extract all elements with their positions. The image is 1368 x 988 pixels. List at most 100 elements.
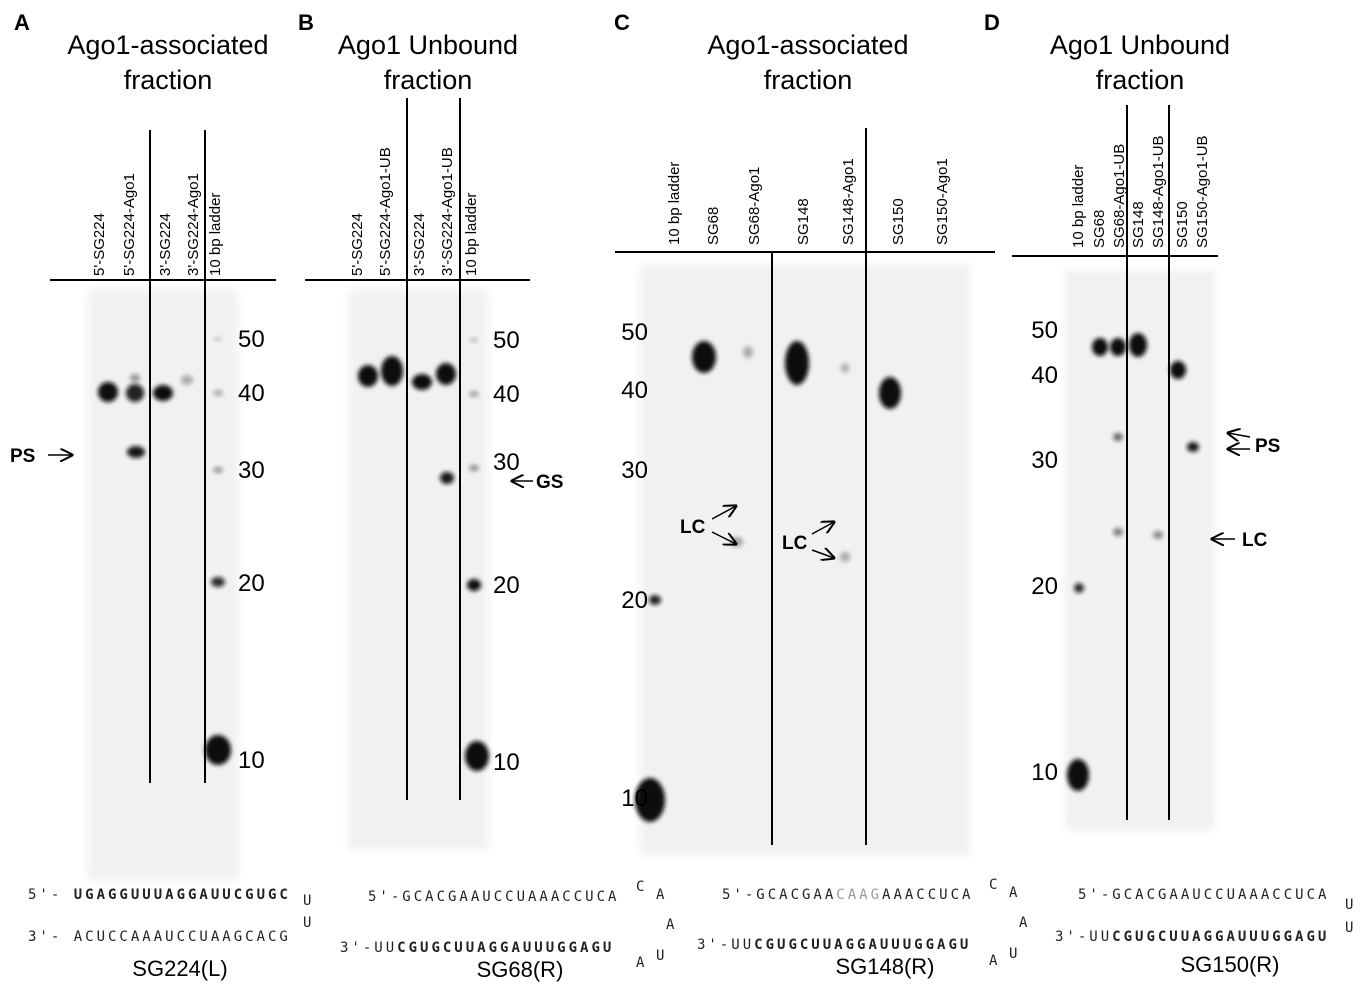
loop-base: U: [1345, 897, 1356, 913]
sequence-line: 5'-GCACGAAUCCUAAACCUCA: [1078, 887, 1329, 903]
gel-band: [153, 385, 173, 401]
size-marker: 40: [1031, 362, 1058, 389]
gel-band: [211, 577, 225, 587]
panel-letter: D: [984, 10, 1000, 35]
gel: [1065, 270, 1215, 830]
construct-name: SG150(R): [1180, 952, 1279, 977]
size-marker: 10: [493, 749, 520, 776]
sequence-segment: CGUGCUUAGGAUUUGGAGU: [754, 937, 971, 953]
loop-base: A: [1019, 915, 1030, 931]
arrow: [1228, 433, 1251, 437]
sequence-segment: ACUCCAAAUCCUAAGCACG: [74, 929, 291, 945]
panel-letter: A: [14, 10, 30, 35]
panel-title: fraction: [124, 65, 213, 95]
gel-band: [130, 374, 140, 382]
gel-band: [1067, 759, 1089, 791]
gel-band: [1113, 528, 1123, 536]
loop-base: U: [1009, 946, 1020, 962]
sequence-segment: 3'-UU: [1055, 929, 1112, 945]
sequence-segment: 5'-GCACGAAUCCUAAACCUCA: [1078, 887, 1329, 903]
panel-title: fraction: [384, 65, 473, 95]
size-marker: 40: [238, 380, 265, 407]
band-annotation: GS: [536, 472, 563, 493]
gel-band: [465, 741, 489, 771]
construct-name: SG68(R): [477, 957, 564, 982]
gel-band: [98, 382, 118, 402]
lane-label: 3'-SG224: [157, 213, 174, 276]
sequence-line: 5'- UGAGGUUUAGGAUUCGUGC: [28, 887, 291, 903]
band-annotation: PS: [1255, 436, 1280, 457]
lane-label: SG148-Ago1-UB: [1150, 135, 1167, 248]
band-annotation: LC: [680, 517, 706, 538]
lane-label: 3'-SG224-Ago1-UB: [439, 147, 456, 276]
panel-letter: C: [614, 10, 630, 35]
gel-band: [649, 595, 661, 605]
gel-band: [181, 375, 193, 385]
gel-band: [1113, 433, 1123, 441]
sequence-line: 3'- ACUCCAAAUCCUAAGCACG: [28, 929, 291, 945]
arrow: [811, 522, 834, 535]
gel-band: [214, 337, 222, 341]
arrow: [711, 531, 736, 544]
loop-base: A: [656, 887, 667, 903]
arrow: [711, 506, 736, 520]
gel-band: [358, 365, 378, 387]
lane-label: SG148-Ago1: [840, 158, 857, 245]
size-marker: 30: [238, 457, 265, 484]
lane-label: SG150: [1174, 201, 1191, 248]
gel-band: [692, 341, 716, 373]
gel-band: [1170, 361, 1186, 379]
panel-title: Ago1 Unbound: [338, 30, 518, 60]
panel-title: Ago1-associated: [707, 30, 908, 60]
sequence-segment: AAACCUCA: [882, 887, 973, 903]
gel-band: [1187, 442, 1199, 452]
band-annotation: LC: [1242, 530, 1268, 551]
size-marker: 30: [493, 449, 520, 476]
size-marker: 50: [238, 326, 265, 353]
gel-band: [205, 735, 231, 765]
loop-base: C: [989, 877, 1000, 893]
band-annotation: LC: [782, 533, 808, 554]
gel-band: [469, 391, 479, 397]
gel-band: [841, 363, 849, 373]
gel-band: [1092, 338, 1108, 356]
size-marker: 30: [1031, 447, 1058, 474]
size-marker: 20: [238, 570, 265, 597]
construct-name: SG224(L): [132, 956, 227, 981]
gel-band: [635, 778, 665, 822]
size-marker: 10: [1031, 759, 1058, 786]
size-marker: 50: [493, 327, 520, 354]
lane-label: 5'-SG224: [349, 213, 366, 276]
sequence-segment: 3'-UU: [340, 940, 397, 956]
sequence-segment: 3'-: [28, 929, 74, 945]
size-marker: 40: [493, 381, 520, 408]
lane-label: 10 bp ladder: [463, 193, 480, 276]
size-marker: 10: [238, 747, 265, 774]
gel-band: [1153, 531, 1163, 539]
sequence-line: 3'-UUCGUGCUUAGGAUUUGGAGU: [697, 937, 971, 953]
gel-band: [127, 446, 145, 458]
sequence-segment: 3'-UU: [697, 937, 754, 953]
lane-label: 5'-SG224-Ago1-UB: [377, 147, 394, 276]
sequence-segment: CGUGCUUAGGAUUUGGAGU: [1112, 929, 1329, 945]
gel-band: [1129, 333, 1147, 357]
size-marker: 40: [621, 377, 648, 404]
gel-band: [785, 341, 809, 385]
sequence-segment: 5'-: [28, 887, 74, 903]
lane-label: 5'-SG224-Ago1: [121, 173, 138, 276]
gel-band: [126, 384, 144, 402]
sequence-line: 3'-UUCGUGCUUAGGAUUUGGAGU: [1055, 929, 1329, 945]
lane-label: 5'-SG224: [91, 213, 108, 276]
size-marker: 50: [621, 319, 648, 346]
sequence-segment: CAAG: [836, 887, 882, 903]
sequence-segment: CGUGCUUAGGAUUUGGAGU: [397, 940, 614, 956]
panel-title: Ago1-associated: [67, 30, 268, 60]
gel-band: [213, 467, 223, 473]
size-marker: 20: [1031, 573, 1058, 600]
gel-band: [467, 579, 481, 591]
loop-base: C: [636, 879, 647, 895]
lane-label: SG68-Ago1-UB: [1111, 144, 1128, 248]
panel: B Ago1 Unbound fraction 5'-SG224 5'-SG224-Ag…: [298, 10, 674, 982]
